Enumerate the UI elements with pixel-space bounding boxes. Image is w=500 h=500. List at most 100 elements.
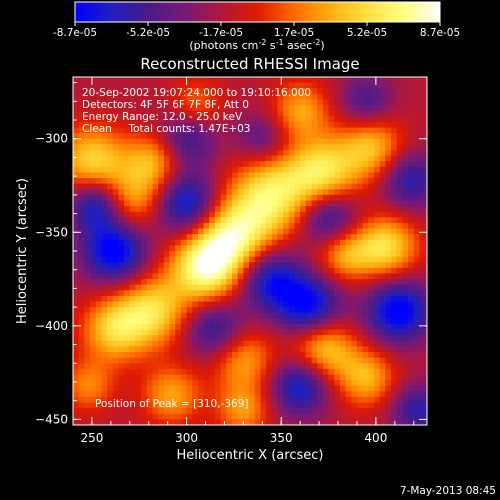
heatmap-cell bbox=[192, 222, 199, 230]
heatmap-cell bbox=[73, 77, 80, 84]
heatmap-cell bbox=[317, 301, 324, 308]
heatmap-cell bbox=[192, 363, 199, 370]
heatmap-cell bbox=[419, 385, 426, 392]
heatmap-cell bbox=[124, 391, 131, 398]
heatmap-cell bbox=[101, 88, 108, 95]
heatmap-cell bbox=[118, 408, 125, 415]
heatmap-cell bbox=[107, 256, 114, 263]
heatmap-cell bbox=[118, 200, 125, 207]
heatmap-cell bbox=[107, 357, 114, 364]
heatmap-cell bbox=[84, 408, 91, 415]
heatmap-cell bbox=[368, 419, 375, 425]
heatmap-cell bbox=[288, 88, 296, 95]
heatmap-cell bbox=[362, 88, 369, 95]
heatmap-cell bbox=[163, 273, 171, 280]
heatmap-cell bbox=[317, 155, 324, 162]
heatmap-cell bbox=[135, 402, 142, 409]
heatmap-cell bbox=[243, 211, 250, 218]
heatmap-cell bbox=[311, 335, 318, 342]
heatmap-cell bbox=[186, 374, 193, 381]
heatmap-cell bbox=[408, 133, 415, 140]
heatmap-cell bbox=[152, 262, 159, 269]
heatmap-cell bbox=[368, 413, 375, 420]
heatmap-cell bbox=[129, 368, 137, 376]
heatmap-cell bbox=[146, 217, 154, 224]
heatmap-cell bbox=[345, 149, 352, 157]
heatmap-cell bbox=[124, 200, 131, 207]
heatmap-cell bbox=[396, 329, 403, 336]
heatmap-cell bbox=[379, 335, 386, 342]
heatmap-cell bbox=[425, 88, 427, 95]
heatmap-cell bbox=[243, 329, 250, 336]
heatmap-cell bbox=[90, 408, 97, 415]
heatmap-cell bbox=[249, 284, 256, 291]
heatmap-cell bbox=[345, 99, 352, 106]
heatmap-cell bbox=[260, 391, 267, 398]
heatmap-cell bbox=[402, 99, 409, 106]
heatmap-cell bbox=[339, 335, 347, 342]
heatmap-cell bbox=[141, 363, 148, 370]
heatmap-cell bbox=[356, 352, 364, 359]
heatmap-cell bbox=[300, 234, 307, 241]
heatmap-cell bbox=[351, 110, 358, 117]
heatmap-cell bbox=[351, 127, 358, 134]
heatmap-cell bbox=[391, 217, 398, 224]
heatmap-cell bbox=[294, 245, 301, 252]
heatmap-cell bbox=[203, 138, 210, 145]
heatmap-cell bbox=[391, 312, 398, 319]
heatmap-cell bbox=[203, 178, 210, 185]
heatmap-cell bbox=[413, 251, 421, 258]
heatmap-cell bbox=[385, 346, 392, 353]
heatmap-cell bbox=[141, 77, 148, 84]
heatmap-cell bbox=[243, 380, 250, 387]
heatmap-cell bbox=[249, 396, 256, 404]
heatmap-cell bbox=[152, 155, 159, 162]
heatmap-cell bbox=[243, 93, 250, 101]
heatmap-cell bbox=[124, 239, 131, 246]
heatmap-cell bbox=[379, 155, 386, 162]
heatmap-cell bbox=[214, 116, 222, 123]
heatmap-cell bbox=[95, 340, 102, 348]
heatmap-cell bbox=[402, 166, 409, 174]
heatmap-cell bbox=[112, 239, 120, 246]
heatmap-cell bbox=[277, 251, 284, 258]
heatmap-cell bbox=[362, 82, 369, 89]
heatmap-cell bbox=[413, 256, 421, 263]
heatmap-cell bbox=[175, 82, 182, 89]
heatmap-cell bbox=[249, 189, 256, 196]
heatmap-cell bbox=[311, 262, 318, 269]
heatmap-cell bbox=[84, 110, 91, 117]
heatmap-cell bbox=[84, 121, 91, 129]
heatmap-cell bbox=[152, 245, 159, 252]
heatmap-cell bbox=[243, 256, 250, 263]
heatmap-cell bbox=[180, 93, 188, 101]
heatmap-cell bbox=[334, 88, 341, 95]
heatmap-cell bbox=[402, 228, 409, 235]
heatmap-cell bbox=[169, 251, 176, 258]
heatmap-cell bbox=[402, 419, 409, 425]
heatmap-cell bbox=[90, 307, 97, 314]
heatmap-cell bbox=[226, 295, 233, 303]
heatmap-cell bbox=[277, 121, 284, 129]
heatmap-cell bbox=[192, 228, 199, 235]
heatmap-cell bbox=[169, 127, 176, 134]
heatmap-cell bbox=[101, 234, 108, 241]
heatmap-cell bbox=[419, 352, 426, 359]
heatmap-cell bbox=[146, 402, 154, 409]
heatmap-cell bbox=[288, 295, 296, 303]
heatmap-cell bbox=[351, 335, 358, 342]
heatmap-cell bbox=[311, 245, 318, 252]
heatmap-cell bbox=[391, 93, 398, 101]
heatmap-cell bbox=[356, 172, 364, 179]
heatmap-cell bbox=[203, 228, 210, 235]
heatmap-cell bbox=[288, 133, 296, 140]
heatmap-cell bbox=[356, 82, 364, 89]
heatmap-cell bbox=[78, 166, 85, 174]
heatmap-cell bbox=[362, 318, 369, 325]
heatmap-cell bbox=[112, 194, 120, 202]
heatmap-cell bbox=[402, 413, 409, 420]
heatmap-cell bbox=[322, 245, 330, 252]
heatmap-cell bbox=[226, 105, 233, 112]
heatmap-cell bbox=[175, 408, 182, 415]
heatmap-cell bbox=[419, 127, 426, 134]
